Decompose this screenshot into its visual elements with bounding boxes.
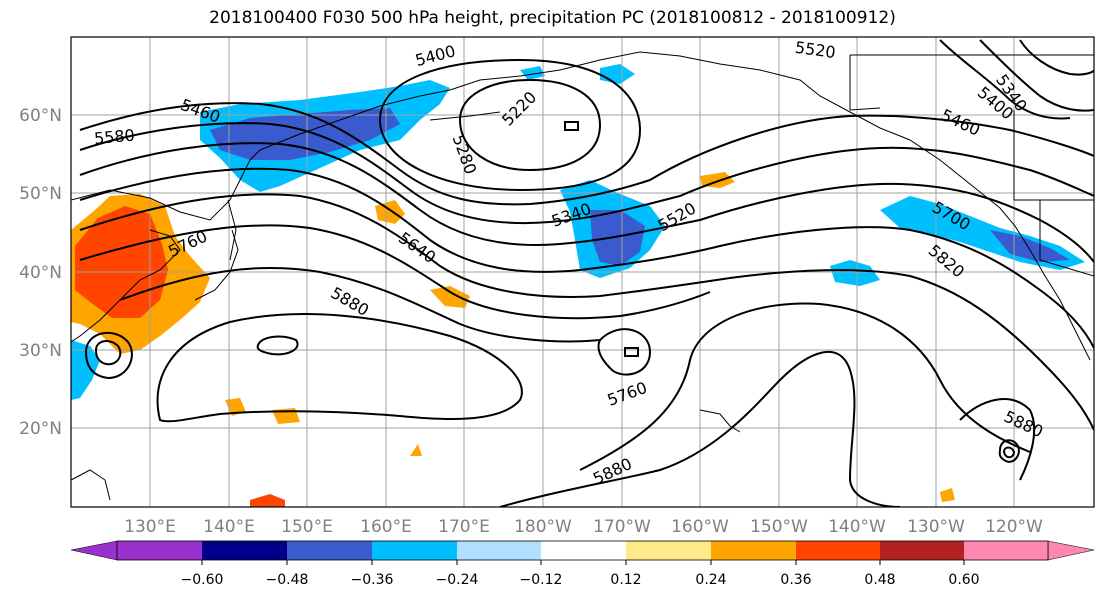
colorbar-tick-label: 0.12 bbox=[610, 572, 641, 588]
colorbar-tick-label: −0.60 bbox=[181, 572, 224, 588]
lon-tick-label: 150°W bbox=[750, 517, 808, 537]
lon-tick-label: 150°E bbox=[281, 517, 333, 537]
negative-precip-shading bbox=[71, 64, 1085, 400]
lon-tick-label: 130°W bbox=[907, 517, 965, 537]
latitude-axis: 60°N 50°N 40°N 30°N 20°N bbox=[19, 106, 62, 439]
map-title: 2018100400 F030 500 hPa height, precipit… bbox=[209, 8, 896, 28]
colorbar-right-extension bbox=[1047, 540, 1095, 561]
lat-tick-label: 60°N bbox=[19, 106, 62, 126]
colorbar-segment bbox=[202, 541, 287, 560]
colorbar: −0.60 −0.48 −0.36 −0.24 −0.12 0.12 0.24 … bbox=[70, 540, 1095, 588]
lon-tick-label: 140°W bbox=[828, 517, 886, 537]
colorbar-segment bbox=[964, 541, 1048, 560]
lon-tick-label: 140°E bbox=[203, 517, 255, 537]
lon-tick-label: 160°E bbox=[360, 517, 412, 537]
contour-label: 5580 bbox=[93, 126, 135, 148]
colorbar-segment bbox=[711, 541, 796, 560]
colorbar-tick-label: 0.48 bbox=[864, 572, 895, 588]
lon-tick-label: 180°W bbox=[514, 517, 572, 537]
map-plot-area: 5400 5520 5220 5340 5460 5400 5460 5580 … bbox=[71, 37, 1094, 507]
lon-tick-label: 170°E bbox=[438, 517, 490, 537]
lon-tick-label: 170°W bbox=[593, 517, 651, 537]
colorbar-segment bbox=[541, 541, 626, 560]
colorbar-segment bbox=[880, 541, 964, 560]
lat-lon-grid bbox=[71, 37, 1094, 507]
colorbar-tick-label: −0.36 bbox=[351, 572, 394, 588]
lon-tick-label: 130°E bbox=[124, 517, 176, 537]
colorbar-segment bbox=[796, 541, 880, 560]
colorbar-ticks bbox=[201, 560, 965, 565]
lat-tick-label: 50°N bbox=[19, 184, 62, 204]
lon-tick-label: 160°W bbox=[671, 517, 729, 537]
longitude-axis: 130°E 140°E 150°E 160°E 170°E 180°W 170°… bbox=[124, 517, 1043, 537]
colorbar-segment bbox=[287, 541, 372, 560]
lon-tick-label: 120°W bbox=[985, 517, 1043, 537]
height-contours bbox=[79, 39, 1094, 507]
lat-tick-label: 40°N bbox=[19, 263, 62, 283]
colorbar-segment bbox=[117, 541, 202, 560]
lat-tick-label: 20°N bbox=[19, 419, 62, 439]
coastlines bbox=[71, 51, 1094, 501]
colorbar-segment bbox=[372, 541, 457, 560]
colorbar-tick-label: −0.24 bbox=[436, 572, 479, 588]
colorbar-left-extension bbox=[70, 540, 118, 561]
colorbar-tick-label: 0.60 bbox=[948, 572, 979, 588]
colorbar-tick-label: 0.36 bbox=[780, 572, 811, 588]
map-frame bbox=[70, 36, 1095, 508]
colorbar-segment bbox=[626, 541, 711, 560]
colorbar-segment bbox=[457, 541, 541, 560]
colorbar-tick-label: −0.12 bbox=[520, 572, 563, 588]
lat-tick-label: 30°N bbox=[19, 341, 62, 361]
colorbar-tick-label: −0.48 bbox=[266, 572, 309, 588]
colorbar-tick-label: 0.24 bbox=[695, 572, 726, 588]
